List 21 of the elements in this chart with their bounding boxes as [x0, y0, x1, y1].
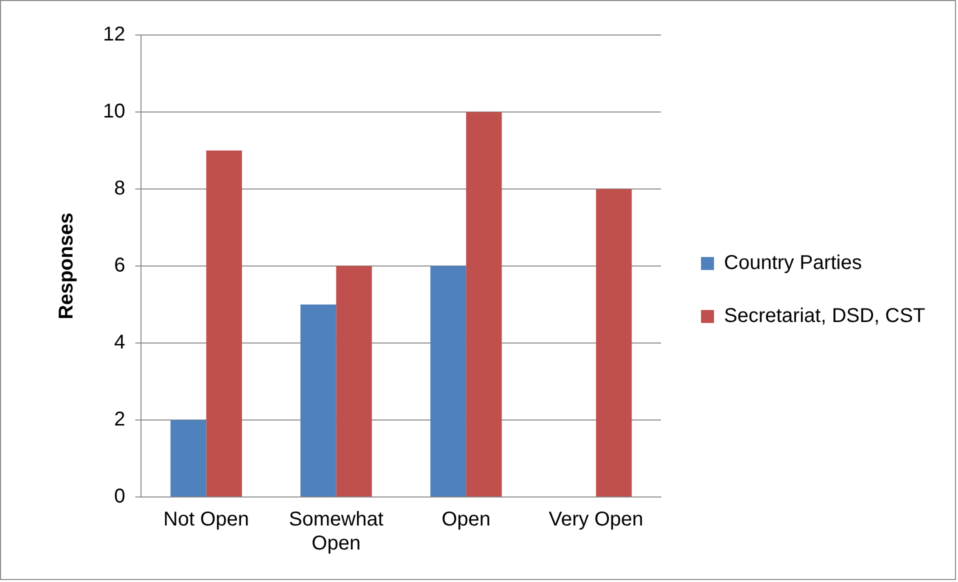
- y-tick-label: 2: [114, 408, 126, 431]
- bar: [596, 189, 632, 496]
- y-axis-title: Responses: [56, 212, 78, 320]
- y-tick-label: 12: [102, 24, 126, 46]
- y-tick-label: 6: [114, 254, 126, 277]
- legend-label: Country Parties: [724, 252, 862, 275]
- bar: [466, 112, 502, 496]
- x-tick-label: Somewhat Open: [288, 508, 384, 555]
- bar: [300, 304, 336, 496]
- bar: [336, 266, 372, 496]
- y-tick-label: 4: [114, 332, 126, 354]
- x-tick-label: Not Open: [163, 508, 250, 531]
- legend-label: Secretariat, DSD, CST: [724, 305, 926, 328]
- y-tick-label: 10: [102, 100, 126, 123]
- bar: [170, 420, 206, 496]
- y-tick-label: 0: [114, 486, 126, 508]
- x-tick-label: Very Open: [548, 508, 644, 531]
- bar: [430, 266, 466, 496]
- x-tick-label: Open: [442, 508, 491, 531]
- bar: [206, 150, 242, 496]
- y-tick-label: 8: [114, 178, 126, 200]
